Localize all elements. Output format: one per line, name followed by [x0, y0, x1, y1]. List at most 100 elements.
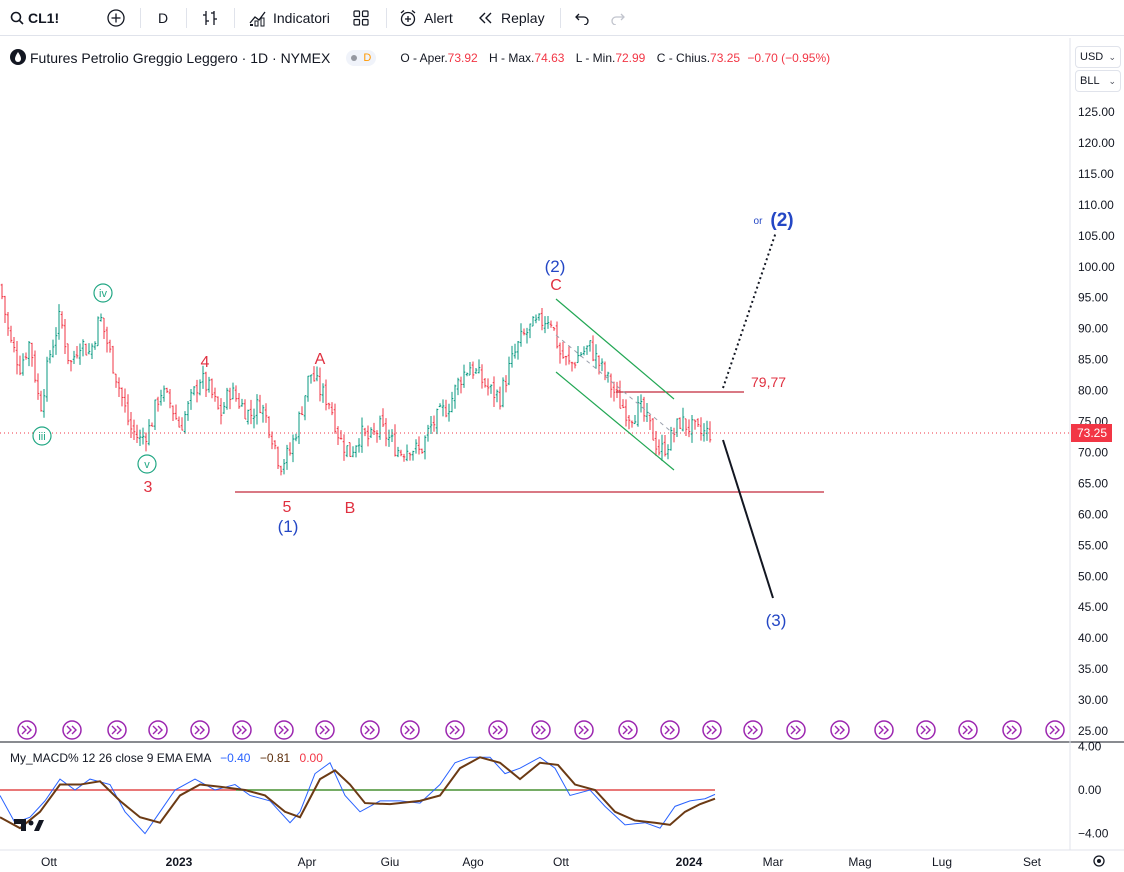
macd-axis[interactable]: 4.00 0.00 −4.00	[1078, 739, 1109, 840]
replay-marker-icon[interactable]	[190, 720, 210, 740]
candle	[678, 417, 682, 429]
candle	[12, 336, 16, 353]
candle	[369, 427, 373, 439]
candle	[150, 422, 154, 427]
replay-marker-icon[interactable]	[488, 720, 508, 740]
market-status-badge[interactable]: D	[346, 50, 377, 66]
candle	[159, 389, 163, 406]
replay-marker-icon[interactable]	[232, 720, 252, 740]
candle	[57, 304, 61, 340]
time-tick-label: Lug	[932, 855, 952, 869]
price-tick-label: 25.00	[1078, 724, 1108, 738]
candle	[141, 427, 145, 445]
candle	[399, 449, 403, 457]
replay-marker-icon[interactable]	[702, 720, 722, 740]
candle	[393, 424, 397, 457]
replay-marker-icon[interactable]	[618, 720, 638, 740]
indicators-button[interactable]: Indicatori	[248, 0, 330, 36]
layouts-button[interactable]	[352, 0, 370, 36]
interval-button[interactable]: D	[158, 0, 168, 36]
channel-upper-line[interactable]	[555, 298, 675, 400]
open-label: O - Aper.	[400, 51, 448, 65]
replay-marker-icon[interactable]	[17, 720, 37, 740]
replay-marker-icon[interactable]	[574, 720, 594, 740]
candle	[462, 364, 466, 388]
replay-marker-icon[interactable]	[743, 720, 763, 740]
replay-label: Replay	[501, 10, 545, 26]
candle	[291, 434, 295, 463]
unit-select[interactable]: BLL ⌄	[1075, 70, 1121, 92]
replay-marker-icon[interactable]	[958, 720, 978, 740]
grid-layout-icon	[352, 9, 370, 27]
candle	[396, 446, 400, 458]
chart-type-button[interactable]	[200, 0, 220, 36]
alert-button[interactable]: Alert	[398, 0, 453, 36]
macd-tick-label: −4.00	[1078, 827, 1109, 841]
candle	[438, 403, 442, 408]
replay-marker-icon[interactable]	[400, 720, 420, 740]
candle	[498, 386, 502, 410]
replay-marker-icon[interactable]	[660, 720, 680, 740]
symbol-search[interactable]: CL1!	[10, 0, 59, 36]
settings-gear-icon[interactable]	[1093, 855, 1105, 867]
event-markers[interactable]	[17, 720, 1065, 740]
candle	[54, 327, 58, 355]
high-value: 74.63	[534, 51, 565, 65]
replay-marker-icon[interactable]	[1002, 720, 1022, 740]
candle	[696, 418, 700, 427]
price-axis[interactable]: 125.00 120.00 115.00 110.00 105.00 100.00 95.0…	[1078, 105, 1115, 738]
hist-value: 0.00	[299, 751, 323, 765]
time-axis[interactable]: Ott 2023 Apr Giu Ago Ott 2024 Mar Mag Lug Set	[41, 855, 1042, 869]
replay-marker-icon[interactable]	[107, 720, 127, 740]
candle	[231, 382, 235, 400]
undo-button[interactable]	[572, 0, 590, 36]
candle	[654, 430, 658, 456]
channel-lower-line[interactable]	[555, 371, 675, 471]
wave-c-label: C	[550, 277, 562, 294]
candle	[24, 352, 28, 360]
candle	[516, 340, 520, 360]
candle	[501, 377, 505, 408]
compare-button[interactable]	[106, 0, 126, 36]
candle	[690, 414, 694, 443]
close-label: C - Chius.	[656, 51, 711, 65]
replay-marker-icon[interactable]	[315, 720, 335, 740]
candle	[489, 384, 493, 394]
bars-chart-icon	[200, 8, 220, 28]
candle	[558, 342, 562, 364]
candle	[546, 315, 550, 329]
wave-3-label: 3	[144, 479, 153, 496]
candle	[105, 326, 109, 353]
candle	[402, 453, 406, 462]
replay-marker-icon[interactable]	[62, 720, 82, 740]
candle	[270, 431, 274, 450]
candle	[636, 396, 640, 427]
candle	[66, 343, 70, 365]
replay-marker-icon[interactable]	[916, 720, 936, 740]
candle	[459, 376, 463, 394]
replay-marker-icon[interactable]	[874, 720, 894, 740]
unit-label: BLL	[1080, 75, 1100, 87]
replay-button[interactable]: Replay	[477, 0, 545, 36]
replay-marker-icon[interactable]	[830, 720, 850, 740]
replay-marker-icon[interactable]	[148, 720, 168, 740]
price-tick-label: 45.00	[1078, 600, 1108, 614]
replay-marker-icon[interactable]	[445, 720, 465, 740]
replay-marker-icon[interactable]	[786, 720, 806, 740]
projection-down-line[interactable]	[722, 439, 774, 599]
replay-marker-icon[interactable]	[360, 720, 380, 740]
replay-marker-icon[interactable]	[531, 720, 551, 740]
candle	[228, 387, 232, 410]
tradingview-logo-icon	[14, 819, 44, 831]
projection-up-line[interactable]	[722, 231, 777, 389]
candle	[423, 435, 427, 460]
replay-marker-icon[interactable]	[274, 720, 294, 740]
wave-a-label: A	[315, 351, 326, 368]
price-tick-label: 85.00	[1078, 353, 1108, 367]
wave-iii-marker	[32, 426, 52, 446]
redo-button[interactable]	[610, 0, 628, 36]
candle	[549, 320, 553, 328]
replay-marker-icon[interactable]	[1045, 720, 1065, 740]
currency-select[interactable]: USD ⌄	[1075, 46, 1121, 68]
